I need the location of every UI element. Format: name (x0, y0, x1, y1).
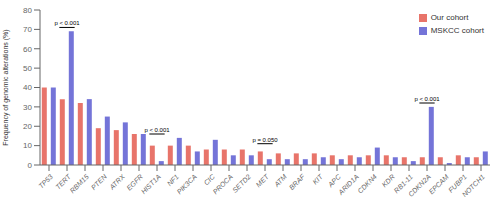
svg-text:CIC: CIC (202, 172, 216, 186)
svg-text:p < 0.001: p < 0.001 (144, 127, 170, 133)
svg-text:SETD2: SETD2 (231, 173, 252, 194)
svg-text:CDKN2A: CDKN2A (407, 173, 432, 197)
svg-text:ATM: ATM (272, 173, 288, 189)
svg-text:p < 0.001: p < 0.001 (414, 96, 440, 102)
svg-text:FUBP1: FUBP1 (447, 173, 468, 194)
svg-text:PIK3CA: PIK3CA (175, 173, 198, 196)
svg-text:NOTCH1: NOTCH1 (461, 173, 486, 197)
svg-text:MET: MET (255, 172, 271, 188)
svg-text:p = 0.050: p = 0.050 (252, 137, 278, 143)
svg-text:PROCA: PROCA (211, 173, 234, 196)
svg-text:TP53: TP53 (37, 173, 54, 190)
svg-text:0: 0 (28, 161, 33, 170)
svg-text:RBM15: RBM15 (68, 173, 90, 195)
html-text:MSKCC cohort: MSKCC cohort (430, 26, 484, 35)
svg-text:NF1: NF1 (166, 173, 180, 187)
svg-text:30: 30 (23, 103, 32, 112)
svg-text:70: 70 (23, 25, 32, 34)
svg-text:10: 10 (23, 141, 32, 150)
svg-text:ARID1A: ARID1A (336, 173, 360, 197)
svg-text:50: 50 (23, 64, 32, 73)
svg-text:20: 20 (23, 122, 32, 131)
svg-text:BRAF: BRAF (288, 172, 307, 191)
svg-text:60: 60 (23, 45, 32, 54)
svg-text:KIT: KIT (311, 172, 324, 185)
svg-text:EGFR: EGFR (125, 173, 144, 192)
svg-text:80: 80 (23, 6, 32, 15)
svg-text:PTEN: PTEN (90, 172, 109, 191)
html-text:Our cohort: Our cohort (430, 13, 469, 22)
svg-text:TERT: TERT (54, 173, 72, 191)
svg-text:RB1-11: RB1-11 (392, 173, 414, 195)
svg-text:APC: APC (326, 172, 343, 189)
svg-text:ATRX: ATRX (107, 173, 126, 192)
svg-text:40: 40 (23, 83, 32, 92)
svg-text:HIST1A: HIST1A (140, 173, 163, 196)
svg-text:CDKN4: CDKN4 (356, 173, 378, 195)
svg-text:KDR: KDR (381, 173, 396, 188)
svg-text:p < 0.001: p < 0.001 (54, 20, 80, 26)
svg-text:Frequency of genomic alteratio: Frequency of genomic alterations (%) (8, 29, 10, 145)
svg-text:EPCAM: EPCAM (427, 173, 450, 196)
